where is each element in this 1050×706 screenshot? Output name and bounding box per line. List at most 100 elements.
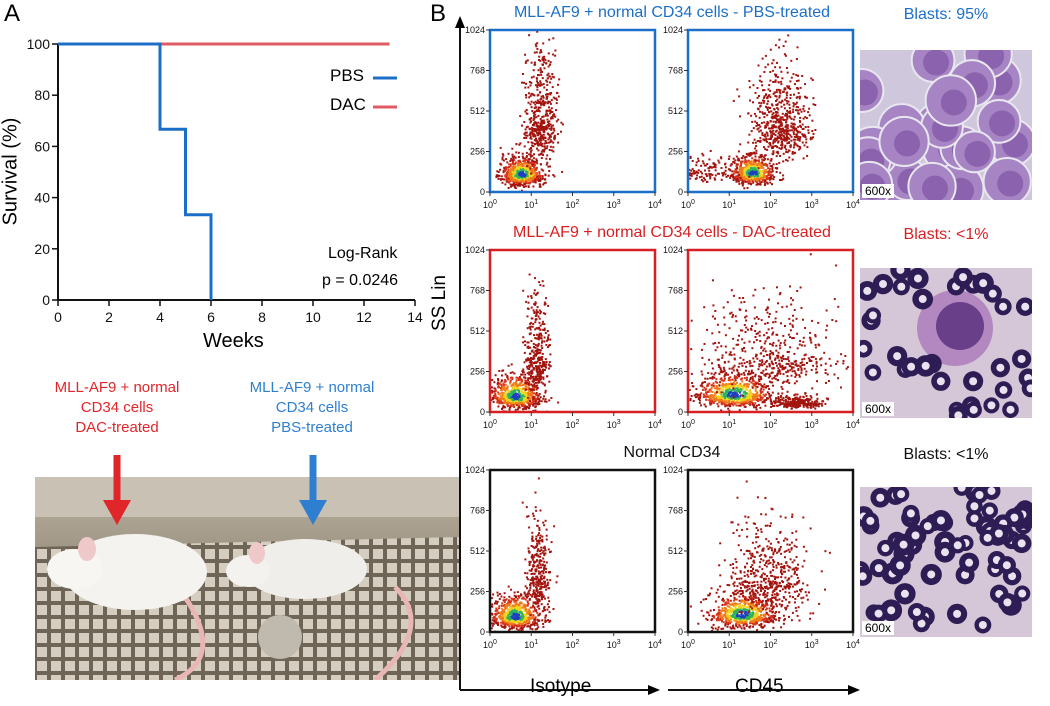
flow-event [530,126,533,129]
flow-event [503,381,506,384]
flow-event [544,312,547,315]
flow-event [527,407,530,410]
flow-event [787,85,789,88]
flow-event [756,122,758,125]
flow-event [768,162,771,165]
flow-event [808,107,811,110]
flow-event [533,161,536,163]
flow-event [789,129,792,132]
flow-event [761,179,764,182]
flow-event [785,96,788,99]
flow-event [546,145,549,148]
flow-event [763,363,766,366]
flow-event [730,289,733,292]
flow-event [797,87,800,90]
x-tick-exponent: 3 [815,199,819,206]
flow-event [776,119,779,121]
flow-event [493,381,496,384]
flow-event [773,125,776,128]
caption-line: CD34 cells [80,399,154,416]
flow-event [749,160,752,163]
flow-event [747,383,750,386]
flow-event [504,379,507,381]
flow-event [496,401,499,404]
flow-event [768,363,771,365]
flow-event [724,334,727,337]
flow-event [732,176,735,178]
flow-event [754,141,757,144]
flow-event [732,347,735,350]
flow-event [758,334,761,337]
flow-event [537,177,540,180]
caption-dac: MLL-AF9 + normal CD34 cells DAC-treated [37,378,197,438]
flow-event [501,156,504,159]
flow-event [758,363,761,366]
flow-event [755,408,758,411]
flow-event [534,393,537,396]
flow-event [779,154,781,157]
flow-event [756,171,759,174]
flow-event [815,399,818,402]
flow-event [779,171,782,174]
flow-event [539,310,542,313]
flow-event [538,171,541,174]
flow-event [522,371,524,373]
flow-event [751,167,754,170]
flow-event [793,370,796,373]
flow-event [747,392,750,395]
flow-event [762,400,765,403]
flow-event [786,358,789,361]
flow-event [517,399,520,402]
flow-event [539,141,542,144]
flow-event [762,138,765,141]
flow-event [532,167,535,170]
flow-event [752,384,755,387]
flow-event [541,347,544,349]
flow-event [712,342,715,345]
flow-event [536,94,539,97]
flow-event [710,400,713,403]
flow-event [546,375,549,378]
flow-event [786,117,789,120]
flow-event [797,398,800,401]
flow-event [555,120,558,123]
flow-event [763,71,766,73]
flow-event [786,159,789,162]
flow-event [748,86,751,89]
flow-event [792,131,795,134]
flow-event [512,384,515,387]
flow-event [522,160,525,163]
flow-event [509,394,512,397]
flow-event [494,394,497,397]
flow-event [811,319,814,322]
flow-event [532,309,535,312]
flow-event [815,362,818,365]
flow-event [498,399,501,402]
flow-event [706,385,709,388]
flow-event [746,401,749,403]
flow-event [736,369,739,372]
flow-event [809,136,812,139]
flow-event [536,159,538,162]
flow-event [532,69,535,72]
flow-event [809,331,812,334]
flow-event [525,385,528,388]
flow-event [779,347,782,350]
flow-event [797,402,800,405]
flow-event [689,157,692,159]
flow-event [549,81,551,84]
flow-event [760,387,763,390]
flow-event [768,392,771,395]
flow-event [534,353,537,356]
flow-event [689,177,692,180]
flow-event [748,180,751,183]
flow-event [799,124,802,127]
flow-event [756,392,759,395]
flow-event [735,168,738,171]
flow-event [775,155,778,158]
flow-event [763,138,766,141]
flow-event [797,112,800,115]
isotype-axis-arrow-icon [648,685,660,695]
flow-event [517,161,520,164]
flow-event [524,340,526,343]
